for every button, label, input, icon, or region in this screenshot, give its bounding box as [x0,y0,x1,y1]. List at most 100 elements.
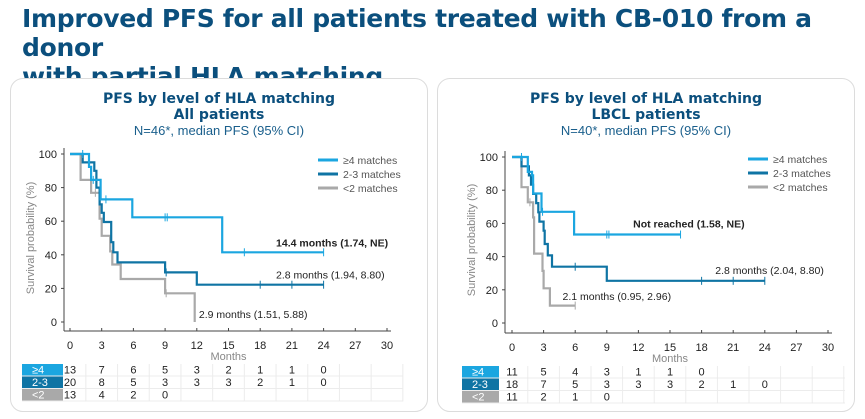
series-ge4: Not reached (1.58, NE) [512,153,745,239]
legend: ≥4 matches 2-3 matches <2 matches [748,154,831,194]
chart-header: PFS by level of HLA matching All patient… [11,91,427,139]
risk-row-label: ≥4 [472,367,484,379]
y-tick-label: 80 [45,183,57,195]
median-label: Not reached (1.58, NE) [633,219,744,231]
risk-count: 2 [699,379,705,391]
risk-count: 1 [289,377,295,389]
km-curve [512,155,576,307]
legend: ≥4 matches 2-3 matches <2 matches [318,155,401,195]
risk-count: 1 [257,365,263,377]
risk-row-badge [462,378,499,390]
risk-count: 11 [506,392,517,404]
risk-count: 2 [541,392,547,404]
risk-row-label: <2 [32,390,45,402]
km-curve [70,152,196,322]
legend-label: ≥4 matches [343,155,397,167]
chart-subtitle: All patients [173,107,265,123]
legend-label: ≥4 matches [773,154,827,166]
x-tick-label: 21 [286,340,298,352]
risk-row-label: <2 [472,392,485,404]
x-tick-label: 15 [222,340,234,352]
y-axis-title: Survival probability (%) [466,184,478,296]
y-tick-label: 100 [39,149,57,161]
y-tick-label: 60 [486,218,498,230]
x-tick-label: 3 [541,342,547,354]
y-tick-label: 40 [45,250,57,262]
chart-caption: N=40*, median PFS (95% CI) [560,123,732,138]
chart-title: PFS by level of HLA matching [102,91,336,107]
risk-count: 20 [64,377,76,389]
risk-count: 5 [130,377,136,389]
x-tick-label: 9 [604,342,610,354]
risk-row-badge [22,389,63,401]
risk-count: 0 [321,365,327,377]
risk-count: 0 [699,367,705,379]
risk-count: 3 [194,377,200,389]
x-tick-label: 12 [191,340,203,352]
x-tick-label: 21 [727,342,739,354]
y-tick-label: 20 [486,285,498,297]
series-lt2: 2.9 months (1.51, 5.88) [70,152,308,322]
risk-count: 3 [604,379,610,391]
x-tick-label: 27 [349,340,361,352]
x-tick-label: 6 [130,340,136,352]
risk-row-label: 2-3 [32,377,48,389]
chart-header: PFS by level of HLA matching LBCL patien… [438,91,854,139]
x-tick-label: 18 [695,342,707,354]
x-tick-label: 3 [99,340,105,352]
y-tick-label: 80 [486,185,498,197]
page-title-line1: Improved PFS for all patients treated wi… [22,4,812,62]
x-tick-label: 9 [162,340,168,352]
y-tick-label: 60 [45,216,57,228]
risk-count: 7 [99,365,105,377]
risk-count: 5 [541,367,547,379]
legend-label: <2 matches [773,182,828,194]
risk-count: 0 [162,390,168,402]
risk-count: 1 [667,367,673,379]
x-tick-label: 0 [509,342,515,354]
median-label: 2.9 months (1.51, 5.88) [199,309,308,321]
series-m2_3: 2.8 months (2.04, 8.80) [512,155,824,285]
median-label: 2.1 months (0.95, 2.96) [563,291,672,303]
risk-count: 3 [604,367,610,379]
y-axis-title: Survival probability (%) [25,182,37,294]
legend-label: 2-3 matches [343,169,401,181]
risk-count: 0 [321,377,327,389]
risk-count: 2 [257,377,263,389]
y-tick-label: 0 [492,318,498,330]
x-axis-title: Months [652,353,689,365]
x-tick-label: 30 [381,340,393,352]
y-tick-label: 0 [51,317,57,329]
risk-count: 5 [572,379,578,391]
median-label: 2.8 months (2.04, 8.80) [715,265,824,277]
risk-count: 3 [162,377,168,389]
risk-row-badge [462,366,499,378]
chart-card-lbcl-patients: PFS by level of HLA matching LBCL patien… [437,78,855,412]
series-ge4: 14.4 months (1.74, NE) [70,150,388,257]
km-curve [70,152,324,286]
chart-title: PFS by level of HLA matching [529,91,763,107]
risk-count: 1 [635,367,641,379]
risk-count: 3 [225,377,231,389]
x-tick-label: 24 [759,342,771,354]
km-curve [512,155,765,282]
y-tick-label: 100 [480,152,498,164]
risk-count: 0 [604,392,610,404]
x-tick-label: 18 [254,340,266,352]
page-title: Improved PFS for all patients treated wi… [22,4,865,91]
risk-row-label: ≥4 [32,365,44,377]
risk-count: 1 [572,392,578,404]
km-curve [70,152,324,254]
x-tick-label: 24 [317,340,329,352]
risk-table: ≥4 11 5 4 3 1 1 02-3 18 7 5 3 3 3 2 1 0<2 11 2 1 0 [462,366,845,404]
legend-label: 2-3 matches [773,168,831,180]
risk-count: 8 [99,377,105,389]
risk-count: 2 [225,365,231,377]
risk-count: 0 [762,379,768,391]
risk-count: 13 [64,390,76,402]
risk-count: 3 [194,365,200,377]
x-axis-title: Months [210,351,247,363]
km-curve [512,155,681,236]
